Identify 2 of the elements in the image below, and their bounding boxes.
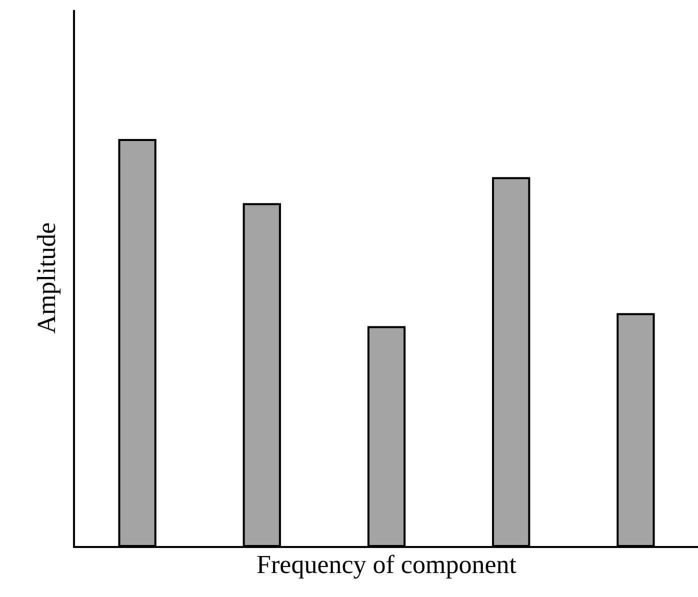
- y-axis-title: Amplitude: [32, 222, 61, 334]
- x-axis-title: Frequency of component: [256, 550, 518, 580]
